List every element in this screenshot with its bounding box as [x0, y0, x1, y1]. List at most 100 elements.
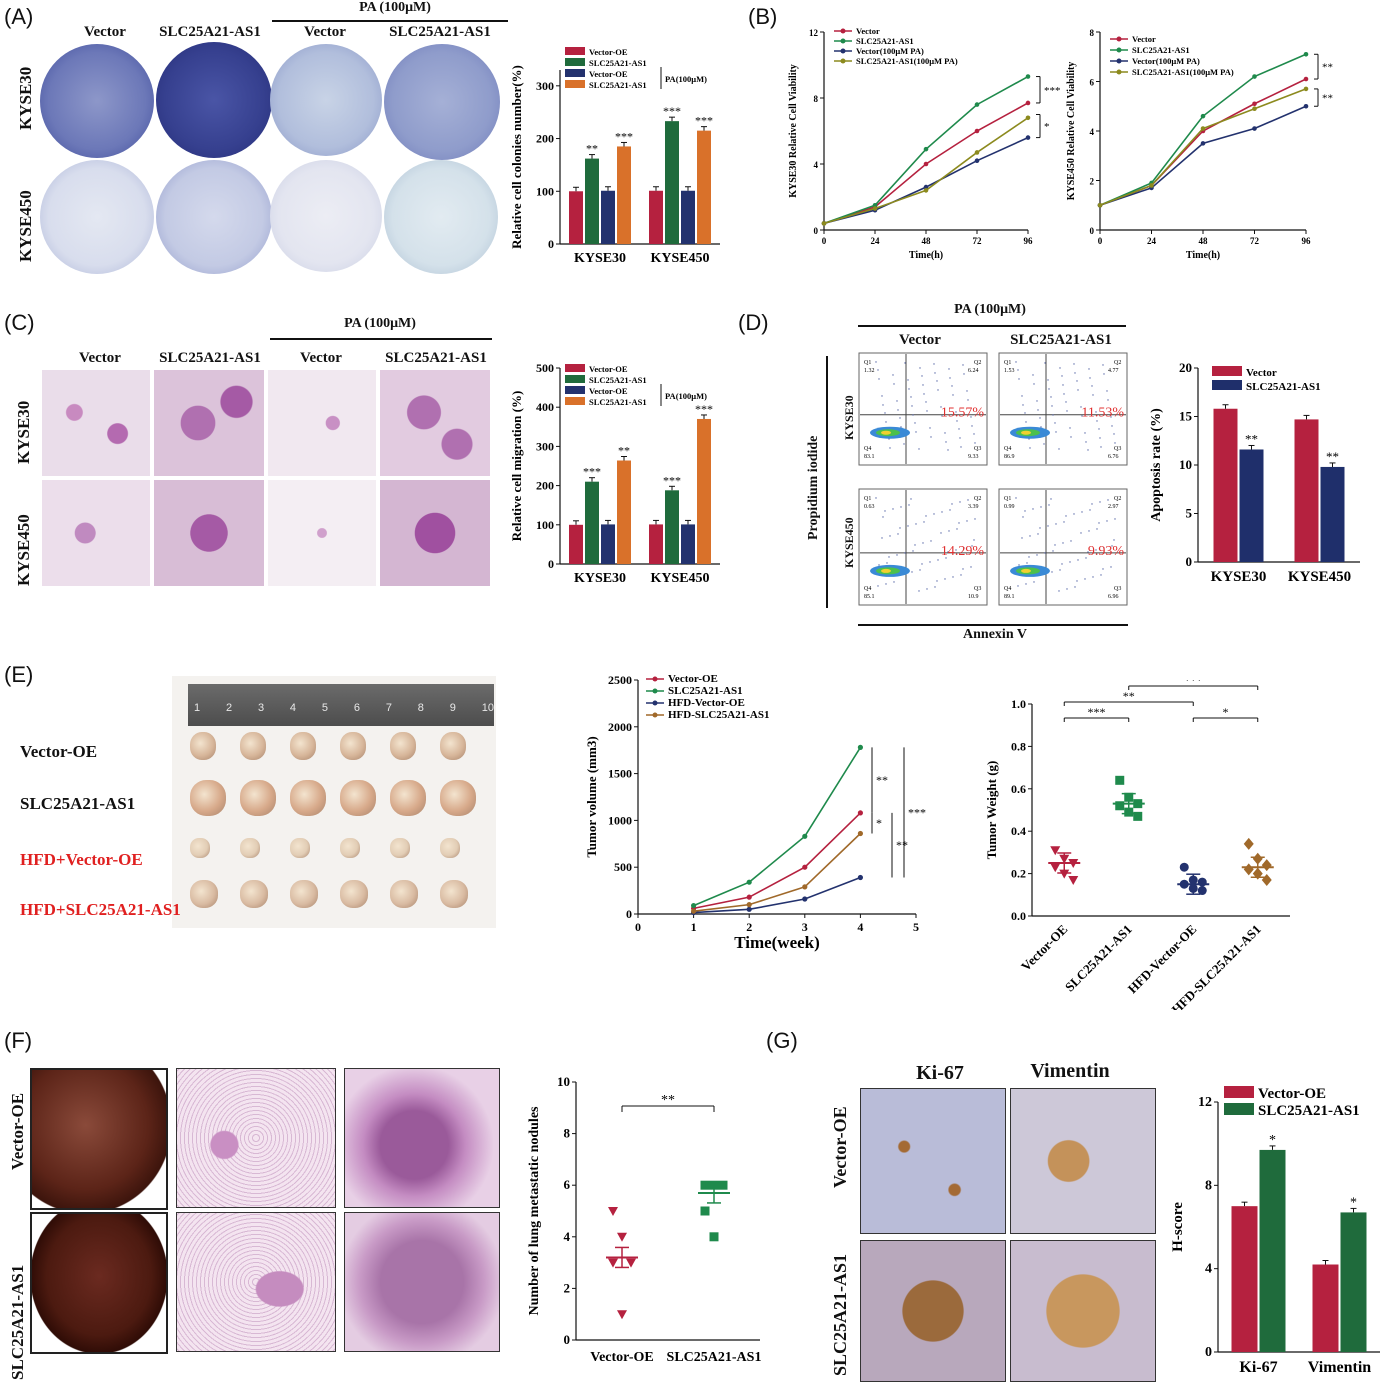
- bar: [617, 460, 631, 564]
- legend-label: HFD-SLC25A21-AS1: [668, 709, 769, 721]
- legend-label: SLC25A21-AS1: [856, 36, 914, 46]
- bar: [697, 418, 711, 564]
- panel-g-bar-chart: 0 4 8 12 H-score * Ki-67 * Vimentin Vector-OESLC2…: [1170, 1086, 1380, 1376]
- y-tick-label: 4: [814, 160, 819, 170]
- event-dot: [1076, 380, 1078, 382]
- event-dot: [1110, 416, 1112, 418]
- event-dot: [1114, 518, 1116, 520]
- data-point: [821, 221, 827, 226]
- data-point: [1197, 877, 1207, 887]
- panel-c-col-2: SLC25A21-AS1: [159, 350, 261, 366]
- event-dot: [1047, 379, 1049, 381]
- quadrant-value: 86.9: [1004, 454, 1015, 460]
- event-dot: [912, 550, 914, 552]
- event-dot: [1066, 410, 1068, 412]
- event-dot: [963, 547, 965, 549]
- ruler-numbers: 1 2 3 4 5 6 7 8 9 10: [194, 702, 494, 714]
- event-dot: [1103, 373, 1105, 375]
- series-line: [823, 117, 1029, 225]
- x-axis-label: Time(h): [1186, 250, 1220, 261]
- event-dot: [904, 552, 906, 554]
- panel-d-pa-line: [858, 325, 1126, 327]
- event-dot: [1043, 443, 1045, 445]
- data-point: [974, 128, 980, 134]
- data-point: [1197, 886, 1207, 896]
- legend-swatch: [565, 375, 585, 383]
- bar: [681, 524, 695, 564]
- x-category-label: KYSE450: [1288, 569, 1351, 585]
- event-dot: [959, 437, 961, 439]
- event-dot: [1015, 497, 1017, 499]
- event-dot: [918, 448, 920, 450]
- event-dot: [1077, 389, 1079, 391]
- y-tick-label: 200: [536, 479, 554, 493]
- event-dot: [962, 568, 964, 570]
- event-dot: [919, 367, 921, 369]
- data-point: [700, 1180, 710, 1190]
- event-dot: [888, 556, 890, 558]
- panel-a-pa-label: PA (100μM): [359, 0, 431, 15]
- event-dot: [1050, 498, 1052, 500]
- event-dot: [930, 540, 932, 542]
- event-dot: [944, 432, 946, 434]
- x-category-label: KYSE450: [650, 251, 709, 266]
- histology-high: [344, 1068, 500, 1208]
- histology-low: [176, 1212, 336, 1352]
- event-dot: [1098, 428, 1100, 430]
- event-dot: [1018, 564, 1020, 566]
- event-dot: [1054, 544, 1056, 546]
- event-dot: [1022, 516, 1024, 518]
- tumor-specimen: [390, 780, 426, 816]
- event-dot: [1025, 421, 1027, 423]
- bar: [585, 481, 599, 564]
- quadrant-value: 2.97: [1108, 504, 1119, 510]
- y-tick-label: 0.4: [1011, 824, 1026, 838]
- bar: [649, 190, 663, 244]
- data-point: [1115, 801, 1125, 811]
- event-dot: [967, 399, 969, 401]
- legend-label: SLC25A21-AS1: [589, 397, 647, 407]
- y-axis-label: KYSE30 Relative Cell Viability: [788, 64, 799, 198]
- quadrant-label: Q2: [1114, 496, 1121, 502]
- tumor-specimen: [190, 838, 210, 858]
- event-dot: [878, 378, 880, 380]
- legend-label: Vector-OE: [1258, 1086, 1326, 1102]
- data-point: [1050, 846, 1061, 856]
- data-point: [1025, 100, 1031, 106]
- y-axis-label: Number of lung metastatic nodules: [527, 1106, 542, 1316]
- significance-label: **: [1245, 431, 1258, 446]
- y-axis-label: Tumor volume (mm3): [584, 736, 599, 857]
- event-dot: [892, 508, 894, 510]
- event-dot: [947, 551, 949, 553]
- significance-label: **: [896, 838, 908, 852]
- panel-g-row-2: SLC25A21-AS1: [830, 1253, 850, 1376]
- legend-label: Vector-OE: [589, 47, 628, 57]
- quadrant-value: 4.77: [1108, 368, 1119, 374]
- migration-image: [42, 370, 150, 476]
- x-tick-label: 48: [1199, 236, 1209, 246]
- quadrant-value: 83.1: [864, 454, 875, 460]
- event-dot: [1085, 557, 1087, 559]
- data-point: [746, 894, 752, 900]
- event-dot: [1037, 409, 1039, 411]
- quadrant-label: Q1: [1004, 496, 1011, 502]
- data-point: [1252, 106, 1257, 112]
- y-tick-label: 0: [1205, 1345, 1212, 1360]
- event-dot: [910, 396, 912, 398]
- data-point: [923, 184, 929, 190]
- event-dot: [934, 372, 936, 374]
- event-dot: [940, 406, 942, 408]
- legend-label: Vector: [1132, 34, 1156, 44]
- tumor-specimen: [190, 880, 218, 908]
- data-point: [1303, 103, 1309, 109]
- event-dot: [936, 380, 938, 382]
- event-dot: [974, 518, 976, 520]
- event-dot: [910, 498, 912, 500]
- y-tick-label: 12: [1198, 1095, 1212, 1110]
- apoptosis-percent: 14.29%: [941, 544, 985, 559]
- event-dot: [889, 535, 891, 537]
- lung-photo: [30, 1068, 168, 1210]
- ruler-number: 10: [481, 702, 494, 714]
- data-point: [857, 744, 863, 750]
- bar: [601, 190, 615, 244]
